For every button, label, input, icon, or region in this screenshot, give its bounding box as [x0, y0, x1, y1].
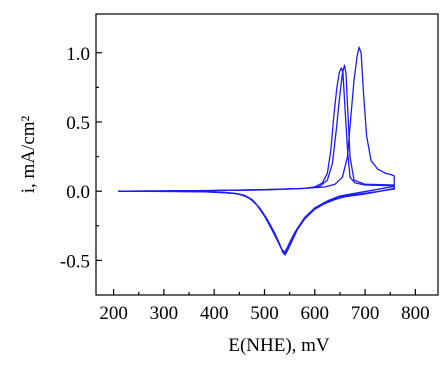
plot-frame [95, 13, 439, 296]
x-tick-label-500: 500 [250, 303, 279, 324]
cv-cycle-3-line [117, 46, 395, 253]
y-tick-label-2: 0.5 [66, 113, 90, 134]
x-tick-label-800: 800 [401, 303, 430, 324]
x-tick-label-700: 700 [351, 303, 380, 324]
series-layer [117, 46, 395, 256]
y-tick-label-0: -0.5 [60, 251, 90, 272]
y-tick-label-3: 1.0 [66, 44, 90, 65]
x-axis-title: E(NHE), mV [228, 335, 330, 356]
x-tick-label-200: 200 [99, 303, 128, 324]
x-tick-label-600: 600 [301, 303, 330, 324]
y-axis-title: i, mA/cm² [18, 115, 39, 193]
x-tick-label-400: 400 [200, 303, 229, 324]
axis-layer: 200 300 400 500 600 700 800 -0.5 0.0 0.5 1.0 [60, 44, 430, 324]
x-tick-label-300: 300 [150, 303, 179, 324]
y-tick-label-1: 0.0 [66, 182, 90, 203]
